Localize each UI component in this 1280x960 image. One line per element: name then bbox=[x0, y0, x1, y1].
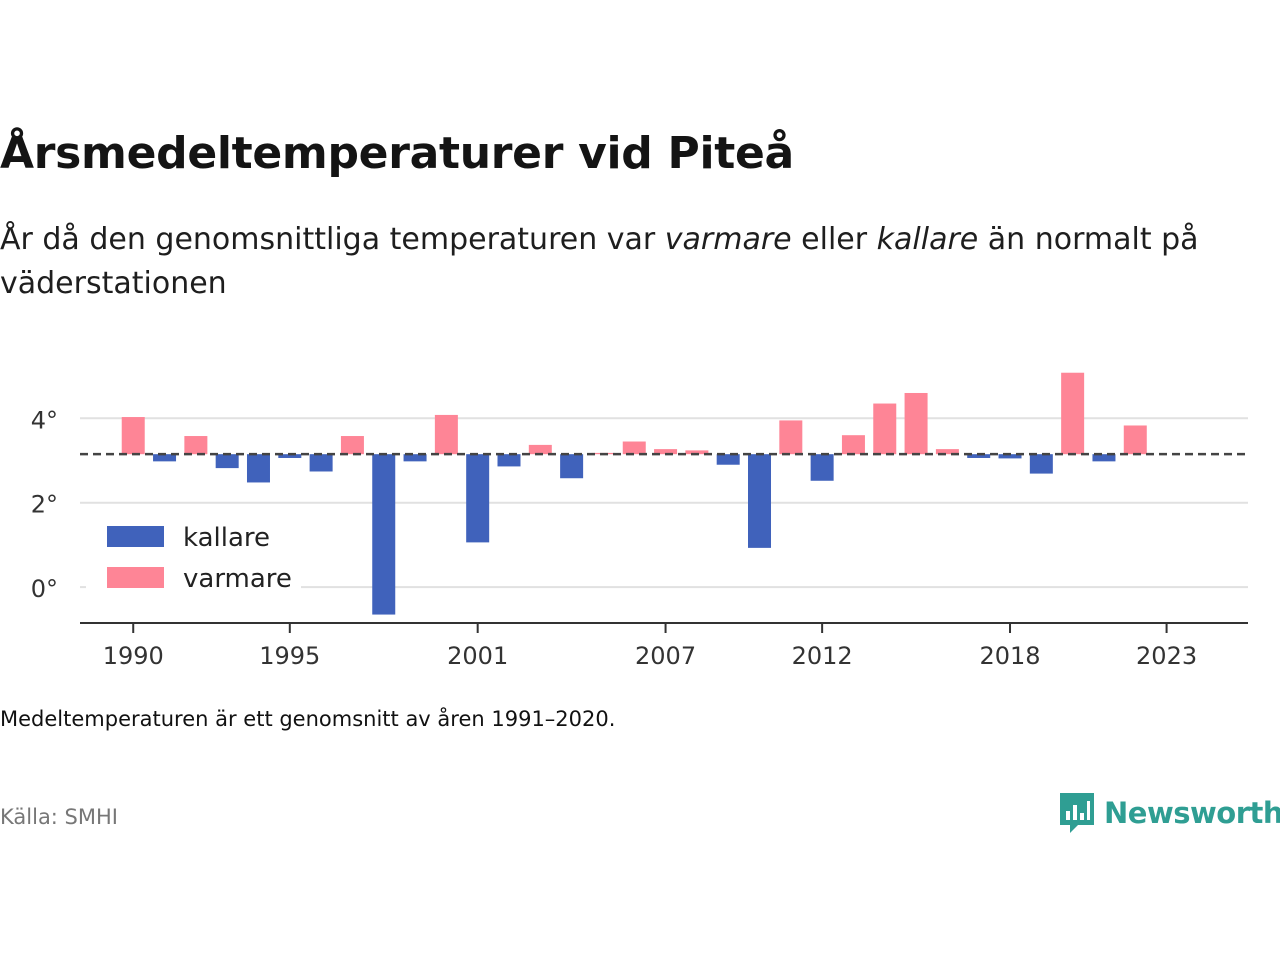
y-axis-ticks: 0° 2° 4° bbox=[31, 406, 58, 603]
x-tick-label: 1990 bbox=[103, 642, 164, 670]
source-label: Källa: SMHI bbox=[0, 805, 118, 829]
bar-kallare-2021 bbox=[1092, 454, 1116, 462]
bar-varmare-2022 bbox=[1123, 425, 1147, 455]
bar-kallare-1999 bbox=[403, 454, 427, 462]
bar-varmare-2007 bbox=[654, 449, 678, 455]
x-axis-ticks: 1990 1995 2001 2007 2012 2018 2023 bbox=[103, 623, 1197, 670]
subtitle-warmer-emphasis: varmare bbox=[664, 222, 792, 257]
bar-varmare-2020 bbox=[1061, 372, 1085, 455]
bar-varmare-2013 bbox=[841, 435, 865, 455]
bar-kallare-2019 bbox=[1029, 454, 1053, 474]
bar-varmare-2015 bbox=[904, 392, 928, 455]
legend-swatch-varmare bbox=[107, 567, 164, 588]
temperature-bar-chart: 0° 2° 4° kallare varmare 1990 1995 2001 2007 20… bbox=[31, 372, 1248, 670]
bar-kallare-2004 bbox=[560, 454, 584, 479]
bar-kallare-2001 bbox=[466, 454, 490, 543]
bar-varmare-2008 bbox=[685, 450, 709, 455]
newsworthy-logo: Newsworthy bbox=[1058, 791, 1280, 835]
bar-kallare-1991 bbox=[153, 454, 177, 462]
bar-kallare-1993 bbox=[215, 454, 239, 469]
bar-varmare-1990 bbox=[121, 417, 145, 455]
x-tick-label: 2018 bbox=[979, 642, 1040, 670]
bar-kallare-2012 bbox=[810, 454, 834, 481]
x-tick-label: 2012 bbox=[792, 642, 853, 670]
bar-kallare-2009 bbox=[716, 454, 740, 465]
legend: kallare varmare bbox=[86, 510, 301, 602]
bar-kallare-2002 bbox=[497, 454, 521, 467]
bar-kallare-1996 bbox=[309, 454, 333, 472]
x-tick-label: 2007 bbox=[635, 642, 696, 670]
chart-subtitle: År då den genomsnittliga temperaturen va… bbox=[0, 218, 1270, 306]
bar-kallare-1994 bbox=[246, 454, 270, 483]
bar-varmare-1992 bbox=[184, 436, 208, 455]
bar-kallare-1995 bbox=[278, 454, 302, 458]
bar-varmare-2016 bbox=[935, 449, 959, 455]
bar-varmare-2006 bbox=[622, 441, 646, 455]
x-tick-label: 2023 bbox=[1136, 642, 1197, 670]
y-tick-label: 4° bbox=[31, 406, 58, 434]
bar-varmare-2000 bbox=[434, 414, 458, 455]
legend-label-varmare: varmare bbox=[183, 564, 292, 594]
y-tick-label: 0° bbox=[31, 575, 58, 603]
y-tick-label: 2° bbox=[31, 491, 58, 519]
subtitle-colder-emphasis: kallare bbox=[876, 222, 979, 257]
subtitle-text: eller bbox=[791, 222, 877, 257]
bar-varmare-2011 bbox=[779, 420, 803, 455]
footnote: Medeltemperaturen är ett genomsnitt av å… bbox=[0, 707, 616, 731]
bar-kallare-2018 bbox=[998, 454, 1022, 459]
legend-swatch-kallare bbox=[107, 526, 164, 547]
bar-kallare-1998 bbox=[372, 454, 396, 615]
newsworthy-logo-icon bbox=[1060, 793, 1094, 833]
x-tick-label: 1995 bbox=[259, 642, 320, 670]
bar-varmare-2014 bbox=[873, 403, 897, 455]
bars bbox=[121, 372, 1147, 615]
bar-kallare-2010 bbox=[748, 454, 772, 548]
bar-kallare-2017 bbox=[967, 454, 991, 458]
chart-title: Årsmedeltemperaturer vid Piteå bbox=[0, 128, 794, 179]
subtitle-text: än normalt på väderstationen bbox=[0, 222, 1199, 301]
newsworthy-logo-text: Newsworthy bbox=[1104, 796, 1280, 830]
bar-varmare-1997 bbox=[340, 436, 364, 455]
x-tick-label: 2001 bbox=[447, 642, 508, 670]
subtitle-text: År då den genomsnittliga temperaturen va… bbox=[0, 222, 665, 257]
bar-varmare-2003 bbox=[528, 444, 552, 455]
legend-label-kallare: kallare bbox=[183, 523, 270, 553]
